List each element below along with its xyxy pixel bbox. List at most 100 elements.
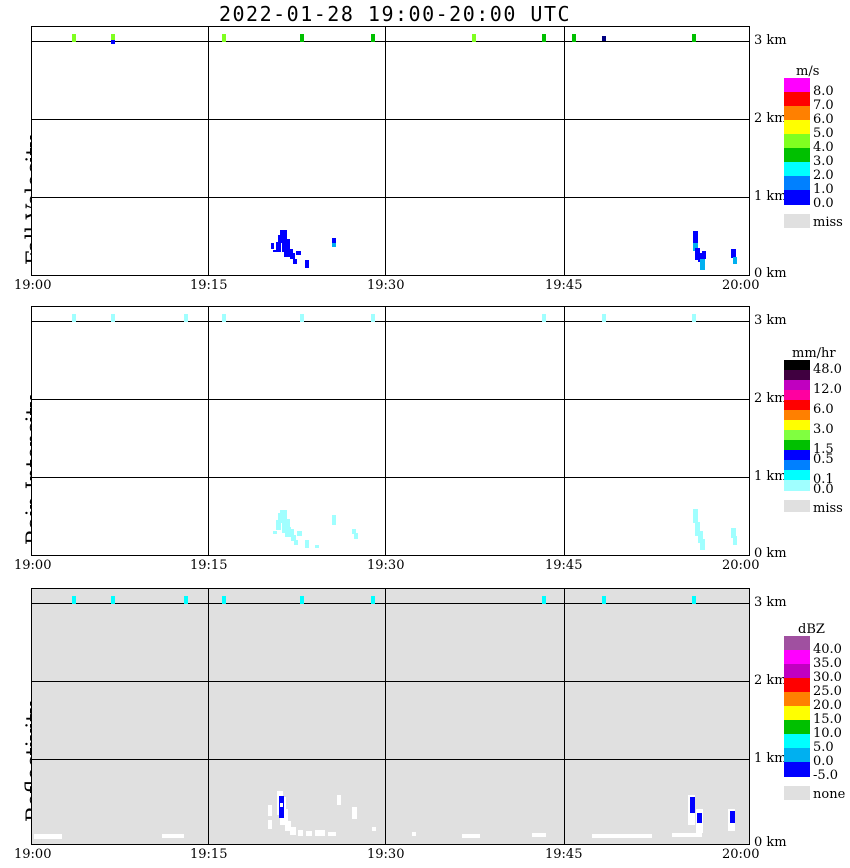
colorbar-missing-label: miss — [813, 215, 843, 230]
data-cell — [354, 533, 358, 539]
data-cell — [371, 34, 375, 42]
data-cell — [271, 243, 274, 249]
data-cell — [72, 314, 76, 322]
data-cell-none — [306, 831, 312, 836]
colorbar-missing-swatch — [784, 214, 810, 228]
data-cell — [695, 522, 700, 536]
plot-panel-rain-intensity[interactable] — [31, 306, 750, 556]
colorbar-swatch — [784, 480, 810, 491]
data-cell — [297, 531, 302, 536]
colorbar-unit-rain-intensity: mm/hr — [792, 346, 836, 361]
colorbar-swatch — [784, 120, 810, 135]
colorbar-swatch — [784, 664, 810, 679]
colorbar-swatch — [784, 148, 810, 163]
ytick-2km: 2 km — [754, 111, 787, 126]
ytick-2km: 2 km — [754, 673, 787, 688]
ytick-0km: 0 km — [754, 546, 787, 561]
data-cell — [315, 545, 319, 548]
data-cell — [371, 314, 375, 322]
colorbar-reflectivity: 40.0 35.0 30.0 25.0 20.0 15.0 10.0 5.0 0.0 -5.0 no… — [784, 636, 845, 801]
colorbar-unit-fall-velocity: m/s — [796, 64, 820, 79]
colorbar-swatch — [784, 106, 810, 121]
data-cell — [282, 519, 290, 533]
colorbar-swatch — [784, 134, 810, 149]
colorbar-swatch — [784, 390, 810, 401]
gridline-2km — [32, 681, 749, 682]
colorbar-swatch — [784, 370, 810, 381]
data-cell — [332, 515, 336, 525]
data-cell-none — [34, 834, 62, 839]
data-cell-none — [280, 809, 288, 825]
data-cell — [690, 797, 695, 813]
data-cell — [602, 36, 606, 41]
colorbar-swatch — [784, 380, 810, 391]
ytick-1km: 1 km — [754, 189, 787, 204]
data-cell — [285, 527, 291, 537]
data-cell — [692, 34, 696, 42]
gridline-1915 — [208, 307, 209, 555]
data-cell — [305, 540, 309, 548]
xtick-1945: 19:45 — [545, 558, 583, 573]
page-title: 2022-01-28 19:00-20:00 UTC — [218, 2, 572, 26]
data-cell-none — [412, 832, 416, 836]
data-cell-none — [268, 805, 272, 816]
plot-panel-reflectivity[interactable] — [31, 588, 750, 845]
colorbar-tick-label: 0.0 — [813, 482, 834, 497]
xtick-1915: 19:15 — [190, 847, 228, 862]
colorbar-swatch — [784, 360, 810, 371]
colorbar-tick-label: 2.0 — [813, 168, 834, 183]
data-cell — [332, 238, 336, 243]
data-cell-none — [298, 830, 303, 836]
data-cell — [731, 249, 736, 258]
gridline-3km — [32, 603, 749, 604]
colorbar-swatch — [784, 706, 810, 721]
colorbar-swatch — [784, 460, 810, 471]
colorbar-tick-label: 0.5 — [813, 452, 834, 467]
colorbar-swatch — [784, 400, 810, 411]
plot-panel-fall-velocity[interactable] — [31, 26, 750, 276]
colorbar-swatch — [784, 92, 810, 107]
data-cell — [542, 596, 546, 604]
data-cell — [352, 529, 356, 534]
colorbar-tick-label: 1.5 — [813, 442, 834, 457]
colorbar-missing-label: miss — [813, 501, 843, 516]
data-cell — [733, 536, 737, 545]
ytick-3km: 3 km — [754, 595, 787, 610]
colorbar-tick-label: 5.0 — [813, 740, 834, 755]
data-cell — [284, 247, 290, 257]
data-cell — [602, 596, 606, 604]
data-cell-none — [268, 820, 272, 829]
colorbar-swatch — [784, 78, 810, 93]
data-cell — [184, 314, 188, 322]
xtick-1900: 19:00 — [14, 847, 52, 862]
ytick-2km: 2 km — [754, 391, 787, 406]
colorbar-swatch — [784, 692, 810, 707]
colorbar-tick-label: 0.0 — [813, 196, 834, 211]
data-cell — [288, 249, 293, 256]
gridline-1915 — [208, 27, 209, 275]
data-cell — [733, 257, 737, 264]
colorbar-swatch — [784, 176, 810, 191]
xtick-1945: 19:45 — [545, 847, 583, 862]
xtick-1930: 19:30 — [367, 847, 405, 862]
gridline-3km — [32, 321, 749, 322]
colorbar-swatch — [784, 762, 810, 777]
data-cell — [692, 314, 696, 322]
xtick-2000: 20:00 — [722, 278, 760, 293]
xtick-1930: 19:30 — [367, 278, 405, 293]
colorbar-tick-label: 3.0 — [813, 154, 834, 169]
colorbar-swatch — [784, 440, 810, 451]
data-cell — [693, 509, 698, 523]
data-cell — [542, 34, 546, 42]
gridline-1930 — [385, 307, 386, 555]
colorbar-swatch — [784, 734, 810, 749]
colorbar-tick-label: 20.0 — [813, 698, 842, 713]
data-cell — [695, 248, 700, 260]
colorbar-tick-label: 35.0 — [813, 656, 842, 671]
data-cell — [280, 230, 287, 242]
data-cell — [296, 251, 301, 255]
ytick-0km: 0 km — [754, 266, 787, 281]
data-cell — [72, 596, 76, 604]
colorbar-missing-swatch — [784, 500, 810, 512]
colorbar-tick-label: 0.1 — [813, 472, 834, 487]
